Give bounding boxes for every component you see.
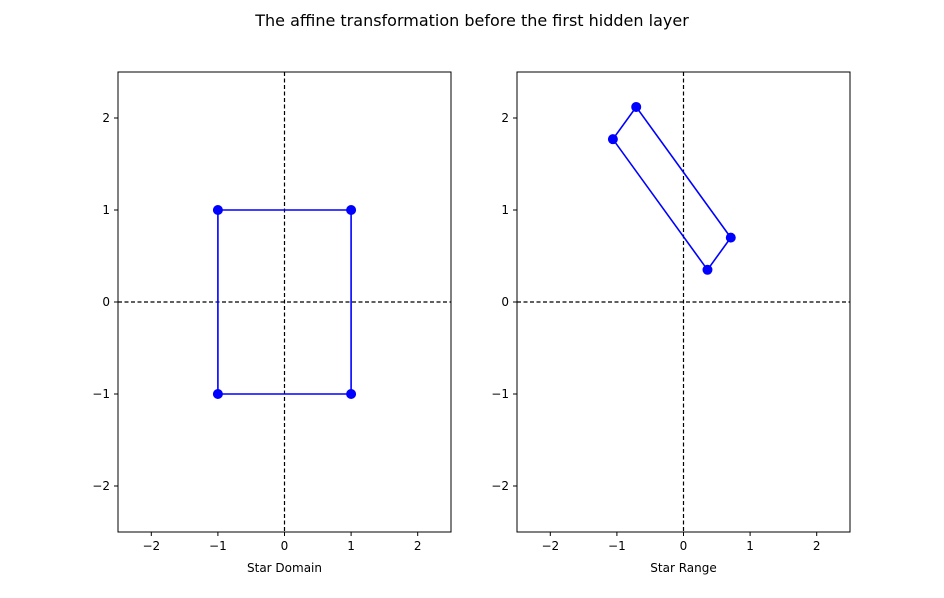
vertex-point-4 [607,134,618,145]
subplot-1: −2 −1 0 1 2 −2 −1 0 1 2 Star Domain [92,71,452,575]
vertex-point-3 [346,205,357,215]
y-tick-label: −1 [491,387,509,401]
x-tick-label: 1 [347,539,355,553]
x-tick-label: 2 [414,539,422,553]
x-tick-label: −1 [608,539,626,553]
figure-title: The affine transformation before the fir… [254,11,689,30]
y-tick-label: 0 [102,295,110,309]
x-axis-title: Star Range [650,561,716,575]
vertex-point-4 [212,205,223,215]
y-tick-label: −2 [92,479,110,493]
x-axis-title: Star Domain [247,561,322,575]
x-tick-label: −2 [541,539,559,553]
y-tick-label: 0 [501,295,509,309]
y-tick-label: 1 [501,203,509,217]
y-tick-label: 2 [102,111,110,125]
vertex-point-3 [631,101,642,112]
series-polygon [611,105,732,272]
x-tick-label: −2 [142,539,160,553]
y-tick-label: 2 [501,111,509,125]
x-tick-label: 1 [746,539,754,553]
y-tick-label: 1 [102,203,110,217]
vertex-point-1 [212,389,223,399]
vertex-point-2 [725,232,736,243]
x-tick-label: −1 [209,539,227,553]
x-tick-label: 0 [680,539,688,553]
y-tick-label: −2 [491,479,509,493]
subplot-2: −2 −1 0 1 2 −2 −1 0 1 2 Star Range [491,71,851,575]
vertex-point-2 [346,389,357,399]
x-tick-label: 2 [813,539,821,553]
y-tick-label: −1 [92,387,110,401]
subplots: −2 −1 0 1 2 −2 −1 0 1 2 Star Domain −2 −1 0 1 2 −2 −1 0 1 2 S… [92,71,851,575]
x-tick-label: 0 [281,539,289,553]
vertex-point-1 [702,264,713,275]
